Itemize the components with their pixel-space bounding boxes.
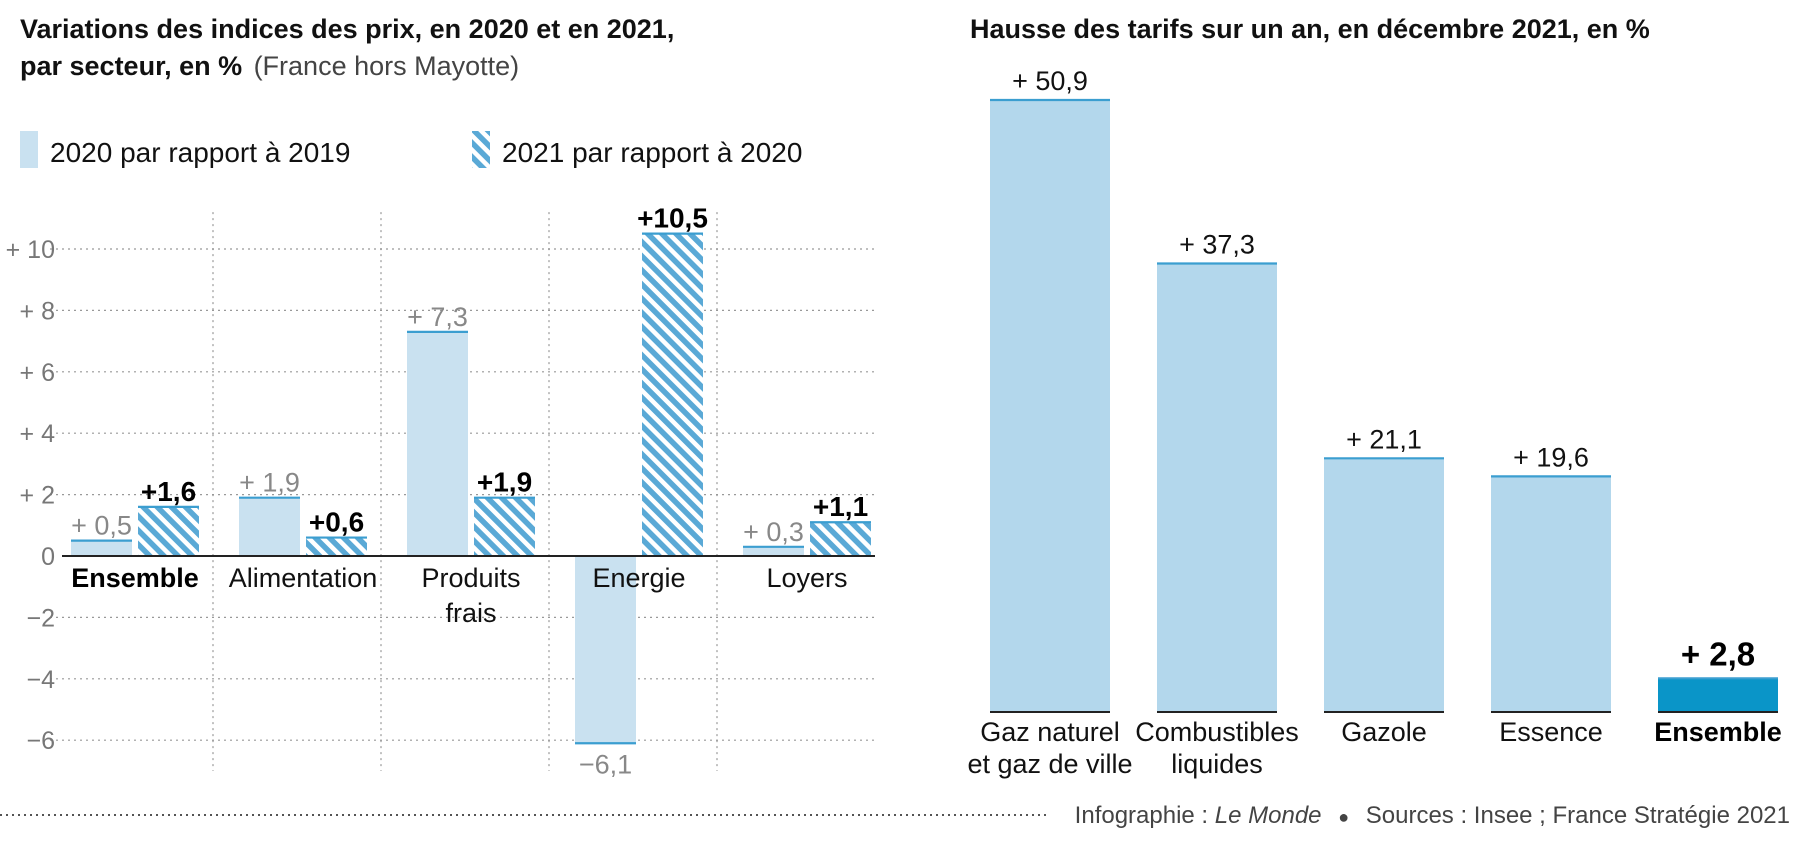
data-label: + 7,3 [407,302,468,332]
y-tick-label: −6 [26,727,55,755]
bar-2020 [407,331,468,556]
left-chart-bars [62,232,875,745]
left-chart-title-line1: Variations des indices des prix, en 2020… [20,14,674,44]
category-label: Essence [1499,717,1603,747]
y-tick-label: + 4 [20,420,56,448]
data-label: + 2,8 [1681,635,1755,672]
data-label: +0,6 [309,507,364,538]
left-chart-data-labels: + 0,5 +1,6 + 1,9 +0,6 + 7,3 +1,9 −6,1 +10,5 + 0,… [71,203,868,780]
y-tick-label: −4 [26,666,55,694]
y-tick-label: + 8 [20,297,55,325]
credit-bullet: ● [1338,807,1349,827]
category-label: liquides [1171,749,1263,779]
left-chart-title-bold: par secteur, en % [20,51,242,81]
bar-2020 [575,556,636,744]
bar-2020 [239,497,300,556]
bar [990,100,1110,712]
bar-highlight [1658,678,1778,712]
data-label: +1,1 [813,491,868,522]
category-label: Gazole [1341,717,1427,747]
legend-swatch-2020 [20,131,38,168]
bar-2020 [71,540,132,556]
credit-prefix: Infographie : [1075,802,1215,829]
right-chart-data-labels: + 50,9 + 37,3 + 21,1 + 19,6 + 2,8 [1012,66,1755,672]
category-label: Ensemble [71,563,199,593]
legend-label-2020: 2020 par rapport à 2019 [50,137,350,168]
y-tick-label: + 2 [20,482,55,510]
right-chart-bars [990,98,1778,713]
category-label: Energie [592,563,685,593]
category-label: Ensemble [1654,717,1782,747]
data-label: + 1,9 [239,468,300,498]
y-tick-label: + 10 [6,236,55,264]
category-label: Combustibles [1135,717,1299,747]
left-chart-subtitle: (France hors Mayotte) [254,51,520,81]
category-label: Gaz naturel [980,717,1120,747]
legend-swatch-2021 [472,131,490,168]
data-label: +1,6 [141,476,196,507]
bar-2020 [743,546,804,556]
bar-2021 [306,537,367,556]
data-label: +1,9 [477,467,532,498]
left-chart-y-ticks: + 10 + 8 + 6 + 4 + 2 0 −2 −4 −6 [6,236,55,755]
data-label: +10,5 [637,203,708,234]
bar-2021 [474,497,535,556]
data-label: + 21,1 [1346,424,1422,454]
bar-2021 [642,233,703,556]
right-chart-title: Hausse des tarifs sur un an, en décembre… [970,14,1650,44]
bar [1491,476,1611,712]
data-label: + 19,6 [1513,442,1589,472]
data-label: + 50,9 [1012,66,1088,96]
bar-2021 [138,506,199,556]
y-tick-label: + 6 [20,359,55,387]
category-label: Loyers [766,563,847,593]
data-label: + 0,3 [743,517,804,547]
category-label: Alimentation [229,563,378,593]
left-chart-categories: Ensemble Alimentation Produits frais Energie… [71,563,847,628]
legend: 2020 par rapport à 2019 2021 par rapport… [20,131,802,168]
left-chart-title-line2: par secteur, en % (France hors Mayotte) [20,51,519,81]
category-label: et gaz de ville [967,749,1132,779]
category-label: Produits [421,563,520,593]
bar-2021 [810,522,871,556]
category-label: frais [445,598,496,628]
footer-credits: Infographie : Le Monde ● Sources : Insee… [1075,802,1790,829]
y-tick-label: 0 [41,543,55,571]
data-label: + 37,3 [1179,230,1255,260]
bar [1157,263,1277,712]
legend-label-2021: 2021 par rapport à 2020 [502,137,802,168]
bar [1324,458,1444,712]
data-label: + 0,5 [71,511,132,541]
data-label: −6,1 [579,749,632,779]
credit-sources: Sources : Insee ; France Stratégie 2021 [1366,802,1790,829]
y-tick-label: −2 [26,604,55,632]
credit-publication: Le Monde [1215,802,1322,829]
